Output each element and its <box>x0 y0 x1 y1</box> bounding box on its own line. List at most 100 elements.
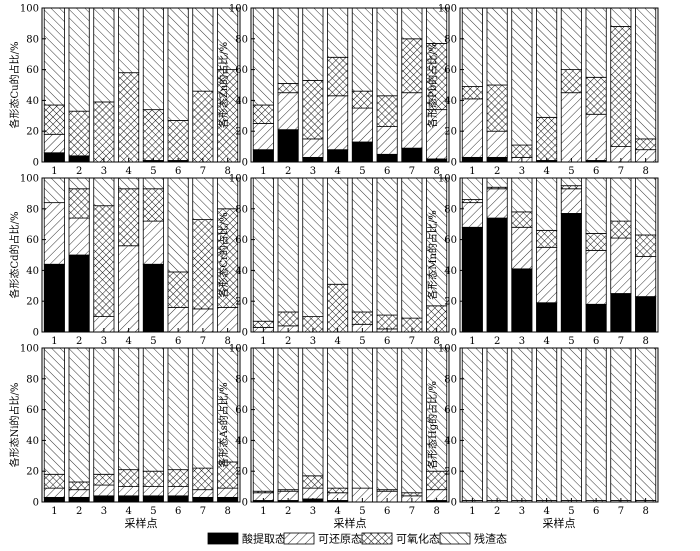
x-tick-label: 2 <box>285 166 291 177</box>
y-tick-label: 40 <box>444 266 457 277</box>
y-tick-label: 60 <box>444 235 457 246</box>
bar-segment <box>277 311 299 327</box>
bar-segment <box>167 120 189 161</box>
bar-segment <box>167 177 189 273</box>
x-tick-label: 2 <box>494 506 500 517</box>
y-tick-label: 80 <box>26 204 39 215</box>
y-tick-label: 0 <box>451 328 457 339</box>
bar-segment <box>635 177 657 236</box>
plot-frame <box>41 177 241 333</box>
bar-segment <box>486 217 508 333</box>
bar-segment <box>536 7 558 118</box>
x-tick-label: 7 <box>618 166 624 177</box>
bar-segment <box>560 188 582 214</box>
bar-segment <box>93 205 115 317</box>
bar-segment <box>610 347 632 501</box>
bar-segment <box>486 130 508 158</box>
y-axis-label: 各形态Ni的占比/% <box>8 383 21 468</box>
x-tick-label: 4 <box>543 336 549 347</box>
y-tick-label: 20 <box>444 127 457 138</box>
y-axis-label: 各形态Hg的占比/% <box>426 381 439 469</box>
legend-swatch <box>361 532 393 545</box>
y-tick-label: 60 <box>444 65 457 76</box>
x-tick-label: 6 <box>384 506 390 517</box>
bar-segment <box>192 177 214 220</box>
bar-segment <box>192 219 214 310</box>
y-tick-label: 20 <box>235 467 248 478</box>
y-tick-label: 80 <box>26 374 39 385</box>
bar-segment <box>536 347 558 501</box>
x-tick-label: 3 <box>101 166 107 177</box>
x-tick-label: 3 <box>101 506 107 517</box>
bar-segment <box>461 86 483 100</box>
x-tick-label: 3 <box>310 166 316 177</box>
x-tick-label: 6 <box>175 166 181 177</box>
y-tick-label: 80 <box>235 204 248 215</box>
y-tick-label: 20 <box>26 467 39 478</box>
bar-segment <box>511 7 533 146</box>
y-tick-label: 20 <box>235 127 248 138</box>
x-tick-label: 2 <box>76 506 82 517</box>
bar-segment <box>486 188 508 219</box>
x-tick-label: 5 <box>150 506 156 517</box>
bar-segment <box>351 347 373 489</box>
y-tick-label: 80 <box>235 374 248 385</box>
x-tick-label: 4 <box>543 506 549 517</box>
bar-segment <box>68 7 90 112</box>
bar-segment <box>327 95 349 151</box>
panel-hg: 0 20 40 60 80 100 1 2 3 4 5 6 7 8 各形态Hg的占比/% 采样点 <box>426 344 659 530</box>
bar-segment <box>68 110 90 157</box>
bar-segment <box>327 283 349 333</box>
bar-segment <box>585 233 607 251</box>
x-tick-label: 3 <box>519 506 525 517</box>
x-tick-label: 8 <box>642 336 648 347</box>
bar-segment <box>142 7 164 111</box>
bar-segment <box>486 347 508 501</box>
bar-segment <box>68 217 90 256</box>
x-tick-label: 2 <box>285 336 291 347</box>
bar-segment <box>536 177 558 231</box>
x-tick-label: 1 <box>51 336 57 347</box>
bar-segment <box>192 489 214 498</box>
x-tick-label: 8 <box>433 166 439 177</box>
bar-segment <box>461 202 483 228</box>
panel-mn: 0 20 40 60 80 100 1 2 3 4 5 6 7 8 各形态Mn的占比/% <box>426 174 659 347</box>
y-tick-label: 0 <box>242 328 248 339</box>
bar-segment <box>511 347 533 501</box>
x-tick-label: 5 <box>568 506 574 517</box>
x-tick-label: 2 <box>76 336 82 347</box>
panel-cu: 0 20 40 60 80 100 1 2 3 4 5 6 7 8 各形态Cu的占比/% <box>8 4 241 177</box>
x-tick-label: 6 <box>175 506 181 517</box>
x-tick-label: 7 <box>200 506 206 517</box>
y-tick-label: 60 <box>235 235 248 246</box>
x-tick-label: 6 <box>384 336 390 347</box>
bar-segment <box>142 347 164 472</box>
x-tick-label: 8 <box>642 166 648 177</box>
bar-segment <box>118 177 140 190</box>
bar-segment <box>376 7 398 97</box>
plot-frame <box>250 177 450 333</box>
bar-segment <box>167 347 189 471</box>
legend-item: 残渣态 <box>439 532 507 546</box>
bar-segment <box>302 487 324 500</box>
bar-segment <box>635 347 657 501</box>
bar-segment <box>68 254 90 333</box>
x-tick-label: 3 <box>519 336 525 347</box>
bar-segment <box>118 469 140 488</box>
legend-swatch <box>207 532 239 545</box>
plot-frame <box>250 7 450 163</box>
bar-segment <box>610 237 632 294</box>
x-axis-label: 采样点 <box>125 516 158 530</box>
x-tick-label: 3 <box>310 336 316 347</box>
bar-segment <box>192 7 214 92</box>
x-tick-label: 1 <box>260 336 266 347</box>
bar-segment <box>142 177 164 190</box>
y-axis-label: 各形态Pb的占比/% <box>426 42 439 128</box>
bar-segment <box>401 38 423 94</box>
bar-segment <box>252 104 274 124</box>
x-tick-label: 8 <box>642 506 648 517</box>
plot-frame <box>41 7 241 163</box>
y-axis-label: 各形态Cr的占比/% <box>217 212 230 297</box>
bar-segment <box>351 107 373 143</box>
